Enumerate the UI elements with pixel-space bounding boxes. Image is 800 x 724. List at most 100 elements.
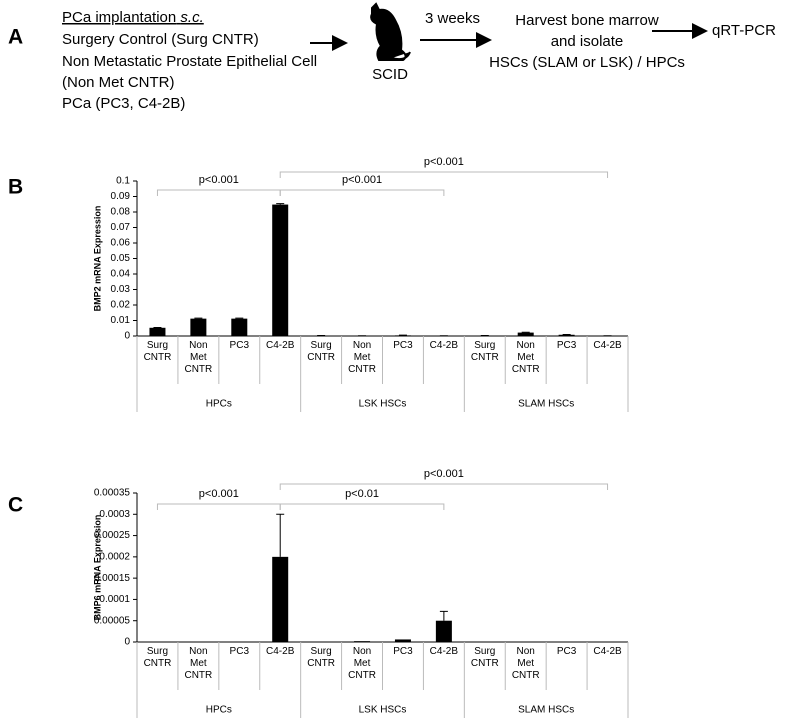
y-tick-label: 0.00005: [94, 615, 131, 626]
category-label-box: C4-2B: [260, 646, 301, 690]
y-tick-label: 0: [124, 331, 130, 342]
group-label: SLAM HSCs: [518, 399, 574, 410]
x-tick-label: Non Met CNTR: [509, 646, 543, 682]
category-label-box: C4-2B: [587, 646, 628, 690]
category-label-box: PC3: [383, 340, 424, 384]
significance-label: p<0.001: [424, 156, 464, 168]
x-tick-label: PC3: [222, 340, 256, 352]
significance-bracket: [280, 190, 444, 196]
significance-bracket: [157, 190, 280, 196]
group-label: LSK HSCs: [359, 399, 407, 410]
bar: [436, 621, 452, 642]
error-bar: [276, 204, 284, 205]
title-text: PCa implantation: [62, 9, 176, 26]
category-label-box: Non Met CNTR: [505, 646, 546, 690]
panel-label: A: [8, 26, 23, 49]
x-tick-label: PC3: [222, 646, 256, 658]
x-tick-label: C4-2B: [591, 646, 625, 658]
x-tick-label: Non Met CNTR: [345, 340, 379, 376]
x-tick-label: Surg CNTR: [304, 646, 338, 670]
error-bar: [276, 514, 284, 557]
group-label: HPCs: [206, 705, 232, 716]
category-label-box: C4-2B: [423, 646, 464, 690]
category-label-box: Surg CNTR: [464, 646, 505, 690]
title-italic: s.c.: [180, 9, 203, 26]
y-tick-label: 0: [124, 637, 130, 648]
y-tick-label: 0.0001: [99, 594, 130, 605]
mouse-icon: [371, 4, 410, 60]
x-tick-label: C4-2B: [263, 646, 297, 658]
y-tick-label: 0.01: [111, 315, 131, 326]
x-tick-label: Surg CNTR: [140, 646, 174, 670]
category-label-box: C4-2B: [587, 340, 628, 384]
category-label-box: Surg CNTR: [301, 646, 342, 690]
y-tick-label: 0.08: [111, 207, 131, 218]
category-label-box: Surg CNTR: [301, 340, 342, 384]
group-line: Non Metastatic Prostate Epithelial Cell: [62, 53, 317, 70]
duration: 3 weeks: [425, 10, 480, 27]
schematic-title: PCa implantation s.c.: [62, 9, 204, 26]
x-tick-label: C4-2B: [427, 646, 461, 658]
category-label-box: PC3: [546, 340, 587, 384]
bar: [272, 205, 288, 336]
category-label-box: Non Met CNTR: [178, 340, 219, 384]
bar: [190, 319, 206, 336]
category-label-box: Surg CNTR: [464, 340, 505, 384]
x-tick-label: C4-2B: [263, 340, 297, 352]
y-tick-label: 0.00035: [94, 488, 131, 499]
group-line: PCa (PC3, C4-2B): [62, 95, 185, 112]
x-tick-label: Non Met CNTR: [509, 340, 543, 376]
category-label-box: PC3: [546, 646, 587, 690]
panel-label: B: [8, 176, 23, 199]
significance-label: p<0.001: [199, 174, 239, 186]
y-tick-label: 0.1: [116, 176, 130, 187]
x-tick-label: Non Met CNTR: [345, 646, 379, 682]
group-label: HPCs: [206, 399, 232, 410]
significance-label: p<0.01: [345, 488, 379, 500]
readout: qRT-PCR: [712, 22, 776, 39]
y-tick-label: 0.05: [111, 253, 131, 264]
y-tick-label: 0.06: [111, 238, 131, 249]
category-label-box: Surg CNTR: [137, 646, 178, 690]
category-label-box: C4-2B: [423, 340, 464, 384]
bar: [354, 641, 370, 642]
x-tick-label: Surg CNTR: [304, 340, 338, 364]
significance-label: p<0.001: [424, 468, 464, 480]
significance-bracket: [280, 172, 607, 178]
category-label-box: PC3: [383, 646, 424, 690]
bar: [518, 333, 534, 336]
y-tick-label: 0.00015: [94, 573, 131, 584]
significance-label: p<0.001: [342, 174, 382, 186]
category-label-box: Non Met CNTR: [342, 340, 383, 384]
category-label-box: Non Met CNTR: [342, 646, 383, 690]
x-tick-label: Non Met CNTR: [181, 646, 215, 682]
x-tick-label: C4-2B: [591, 340, 625, 352]
host: SCID: [372, 66, 408, 83]
category-label-box: Non Met CNTR: [178, 646, 219, 690]
x-tick-label: C4-2B: [427, 340, 461, 352]
x-tick-label: PC3: [550, 646, 584, 658]
y-axis-title: BMP2 mRNA Expression: [92, 206, 102, 312]
group-label: LSK HSCs: [359, 705, 407, 716]
error-bar: [440, 611, 448, 620]
y-tick-label: 0.09: [111, 191, 131, 202]
significance-bracket: [280, 504, 444, 510]
category-label-box: PC3: [219, 340, 260, 384]
category-label-box: C4-2B: [260, 340, 301, 384]
group-line: (Non Met CNTR): [62, 74, 175, 91]
significance-bracket: [157, 504, 280, 510]
category-label-box: Surg CNTR: [137, 340, 178, 384]
x-tick-label: Surg CNTR: [468, 646, 502, 670]
x-tick-label: PC3: [386, 646, 420, 658]
group-label: SLAM HSCs: [518, 705, 574, 716]
significance-bracket: [280, 484, 607, 490]
x-tick-label: Non Met CNTR: [181, 340, 215, 376]
bar: [231, 319, 247, 336]
harvest-line: HSCs (SLAM or LSK) / HPCs: [489, 54, 685, 71]
y-tick-label: 0.00025: [94, 530, 131, 541]
harvest-line: Harvest bone marrow: [515, 12, 659, 29]
x-tick-label: PC3: [550, 340, 584, 352]
y-tick-label: 0.0003: [99, 509, 130, 520]
x-tick-label: PC3: [386, 340, 420, 352]
y-tick-label: 0.07: [111, 222, 131, 233]
